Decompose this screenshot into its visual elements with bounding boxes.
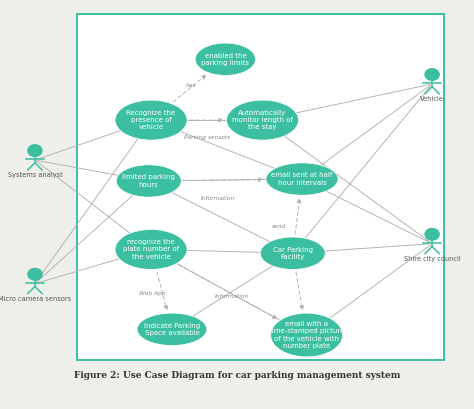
Text: Information: Information [201, 196, 235, 200]
Text: Information: Information [215, 294, 249, 299]
Ellipse shape [115, 229, 187, 270]
Circle shape [28, 145, 42, 156]
Text: Systems analyst: Systems analyst [8, 172, 62, 178]
Text: Recognize the
presence of
vehicle: Recognize the presence of vehicle [127, 110, 176, 130]
Ellipse shape [271, 313, 343, 357]
Circle shape [425, 69, 439, 80]
Text: Parking sensors: Parking sensors [184, 135, 230, 140]
Ellipse shape [116, 165, 181, 197]
Text: recognize the
plate number of
the vehicle: recognize the plate number of the vehicl… [123, 239, 179, 260]
Ellipse shape [137, 313, 207, 346]
Text: Web App: Web App [139, 292, 166, 297]
Ellipse shape [195, 43, 255, 75]
Text: Indicate Parking
Space available: Indicate Parking Space available [144, 323, 200, 336]
Circle shape [28, 268, 42, 280]
Text: email sent at half
hour intervals: email sent at half hour intervals [271, 173, 333, 186]
Ellipse shape [227, 100, 299, 140]
Text: Micro camera sensors: Micro camera sensors [0, 296, 72, 302]
Text: limited parking
hours: limited parking hours [122, 174, 175, 188]
Text: Shire city council: Shire city council [404, 256, 460, 262]
FancyBboxPatch shape [77, 13, 444, 360]
Text: email with a
time-stamped picture
of the vehicle with
number plate: email with a time-stamped picture of the… [269, 321, 345, 349]
Ellipse shape [260, 237, 325, 270]
Text: send: send [272, 224, 286, 229]
Text: Car Parking
Facility: Car Parking Facility [273, 247, 313, 260]
Text: Vehicle: Vehicle [420, 96, 444, 102]
Text: Figure 2: Use Case Diagram for car parking management system: Figure 2: Use Case Diagram for car parki… [74, 371, 400, 380]
Text: Automatically
monitor length of
the stay: Automatically monitor length of the stay [232, 110, 293, 130]
Ellipse shape [266, 163, 338, 195]
Text: has: has [185, 83, 196, 88]
Text: enabled the
parking limits: enabled the parking limits [201, 53, 249, 66]
Circle shape [425, 229, 439, 240]
Ellipse shape [115, 100, 187, 140]
